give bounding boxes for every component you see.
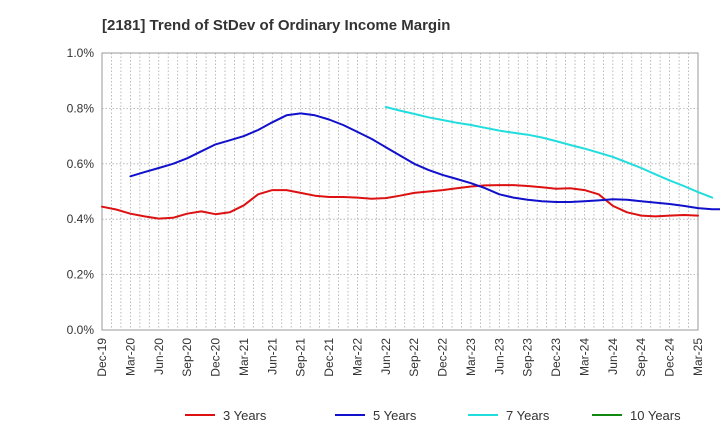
x-tick-label: Jun-24 [606, 338, 620, 375]
legend-label: 10 Years [630, 408, 681, 423]
x-tick-label: Dec-21 [322, 338, 336, 377]
legend-label: 3 Years [223, 408, 267, 423]
y-tick-label: 0.8% [67, 101, 95, 115]
x-tick-label: Mar-20 [123, 338, 137, 376]
x-tick-label: Dec-19 [95, 338, 109, 377]
x-tick-label: Mar-22 [350, 338, 364, 376]
x-axis: Dec-19 Mar-20 Jun-20 Sep-20 Dec-20 Mar-21 Jun-… [95, 338, 705, 377]
y-tick-label: 0.2% [67, 268, 95, 282]
y-tick-label: 0.0% [67, 323, 95, 337]
x-tick-label: Sep-20 [180, 338, 194, 377]
x-tick-label: Dec-20 [209, 338, 223, 377]
x-tick-label: Jun-20 [152, 338, 166, 375]
x-tick-label: Dec-22 [436, 338, 450, 377]
x-tick-label: Mar-24 [577, 338, 591, 376]
series-lines [101, 106, 720, 220]
chart-title: [2181] Trend of StDev of Ordinary Income… [102, 17, 450, 34]
gridlines [102, 53, 698, 330]
x-tick-label: Jun-22 [379, 338, 393, 375]
y-tick-label: 0.4% [67, 212, 95, 226]
x-tick-label: Jun-21 [265, 338, 279, 375]
x-tick-label: Sep-23 [521, 338, 535, 377]
series-line-5-years [129, 112, 720, 211]
series-line-3-years [101, 184, 699, 220]
legend-label: 7 Years [506, 408, 550, 423]
y-axis: 0.0% 0.2% 0.4% 0.6% 0.8% 1.0% [67, 46, 95, 337]
x-tick-label: Mar-23 [464, 338, 478, 376]
x-tick-label: Sep-22 [407, 338, 421, 377]
plot-area [102, 53, 698, 330]
series-line-7-years [384, 106, 714, 199]
legend-label: 5 Years [373, 408, 417, 423]
x-tick-label: Sep-21 [294, 338, 308, 377]
x-tick-label: Mar-21 [237, 338, 251, 376]
x-tick-label: Dec-23 [549, 338, 563, 377]
legend: 3 Years 5 Years 7 Years 10 Years [185, 408, 681, 423]
y-tick-label: 1.0% [67, 46, 95, 60]
x-tick-label: Mar-25 [691, 338, 705, 376]
x-tick-label: Dec-24 [663, 338, 677, 377]
x-tick-label: Sep-24 [634, 338, 648, 377]
x-tick-label: Jun-23 [492, 338, 506, 375]
y-tick-label: 0.6% [67, 157, 95, 171]
